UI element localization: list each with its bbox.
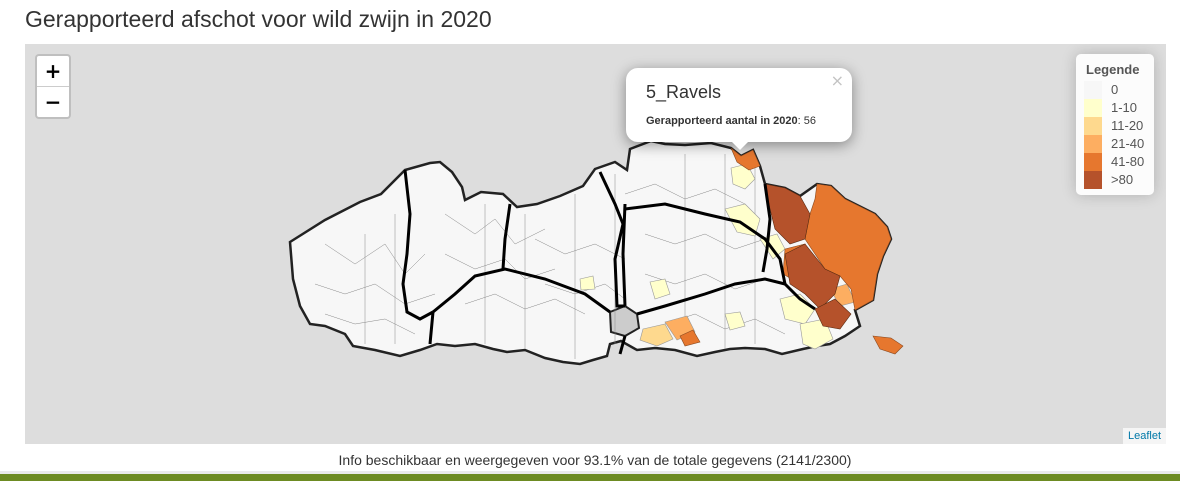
legend-swatch xyxy=(1084,153,1102,171)
legend-label: 21-40 xyxy=(1111,136,1145,151)
popup-tip xyxy=(730,140,750,150)
footer-shadow xyxy=(0,471,1180,474)
legend-swatch xyxy=(1084,117,1102,135)
info-text: Info beschikbaar en weergegeven voor 93.… xyxy=(338,452,852,468)
leaflet-attribution[interactable]: Leaflet xyxy=(1122,428,1166,444)
legend-swatch xyxy=(1084,99,1102,117)
legend-label: 1-10 xyxy=(1111,100,1138,115)
map-container[interactable]: + − × 5_Ravels Gerapporteerd aantal in 2… xyxy=(25,44,1166,444)
zoom-control: + − xyxy=(35,54,71,119)
popup-value-line: Gerapporteerd aantal in 2020: 56 xyxy=(646,115,816,127)
province-borders xyxy=(401,169,816,355)
page-title: Gerapporteerd afschot voor wild zwijn in… xyxy=(25,6,492,32)
zoom-in-button[interactable]: + xyxy=(44,59,62,83)
legend-swatch xyxy=(1084,81,1102,99)
legend-label: 0 xyxy=(1111,82,1119,97)
legend-label: 41-80 xyxy=(1111,154,1145,169)
popup-label: Gerapporteerd aantal in 2020 xyxy=(646,115,798,127)
legend-label: >80 xyxy=(1111,172,1134,187)
legend: Legende 0 1-10 11-20 21-40 41-80 >80 xyxy=(1076,54,1154,195)
map-shapes[interactable] xyxy=(25,44,1166,444)
popup-title: 5_Ravels xyxy=(646,82,722,102)
legend-title: Legende xyxy=(1086,62,1140,77)
map-popup: × 5_Ravels Gerapporteerd aantal in 2020:… xyxy=(626,68,852,142)
legend-label: 11-20 xyxy=(1111,118,1144,133)
legend-swatch xyxy=(1084,135,1102,153)
zoom-out-button[interactable]: − xyxy=(37,86,69,117)
popup-close-button[interactable]: × xyxy=(830,71,844,90)
class-over-80-areas xyxy=(764,183,852,330)
popup-value: 56 xyxy=(803,115,816,127)
footer-bar xyxy=(0,474,1180,481)
legend-swatch xyxy=(1084,171,1102,189)
